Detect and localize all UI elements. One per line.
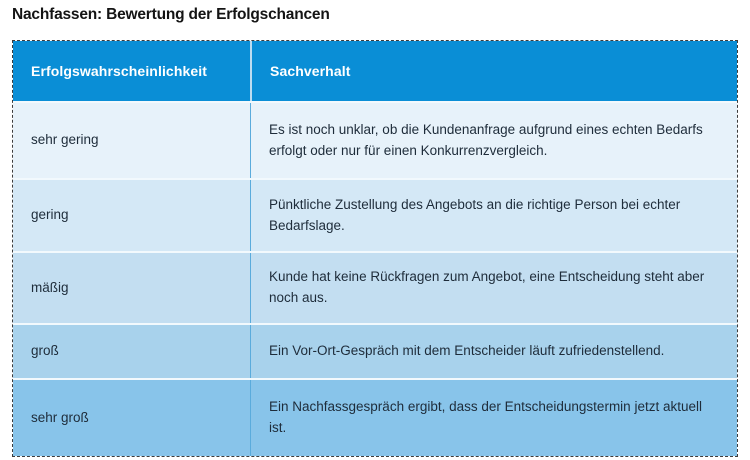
table-row: mäßig Kunde hat keine Rückfragen zum Ang… (13, 251, 737, 323)
column-header-fact: Sachverhalt (250, 41, 737, 101)
table-row: sehr gering Es ist noch unklar, ob die K… (13, 101, 737, 178)
table-row: sehr groß Ein Nachfassgespräch ergibt, d… (13, 378, 737, 456)
table-row: gering Pünktliche Zustellung des Angebot… (13, 178, 737, 251)
table-header-row: Erfolgswahrscheinlichkeit Sachverhalt (13, 41, 737, 101)
page-title: Nachfassen: Bewertung der Erfolgschancen (12, 6, 330, 23)
success-probability-table: Erfolgswahrscheinlichkeit Sachverhalt se… (12, 40, 738, 457)
probability-cell: gering (31, 207, 69, 223)
fact-cell: Ein Nachfassgespräch ergibt, dass der En… (250, 380, 737, 456)
probability-cell: sehr groß (31, 409, 89, 425)
probability-cell: mäßig (31, 279, 69, 295)
fact-cell: Pünktliche Zustellung des Angebots an di… (250, 180, 737, 251)
table-row: groß Ein Vor-Ort-Gespräch mit dem Entsch… (13, 323, 737, 378)
column-header-probability: Erfolgswahrscheinlichkeit (31, 63, 207, 79)
probability-cell: sehr gering (31, 132, 99, 148)
fact-cell: Es ist noch unklar, ob die Kundenanfrage… (250, 103, 737, 178)
fact-cell: Kunde hat keine Rückfragen zum Angebot, … (250, 253, 737, 323)
fact-cell: Ein Vor-Ort-Gespräch mit dem Entscheider… (250, 325, 737, 378)
probability-cell: groß (31, 343, 59, 359)
